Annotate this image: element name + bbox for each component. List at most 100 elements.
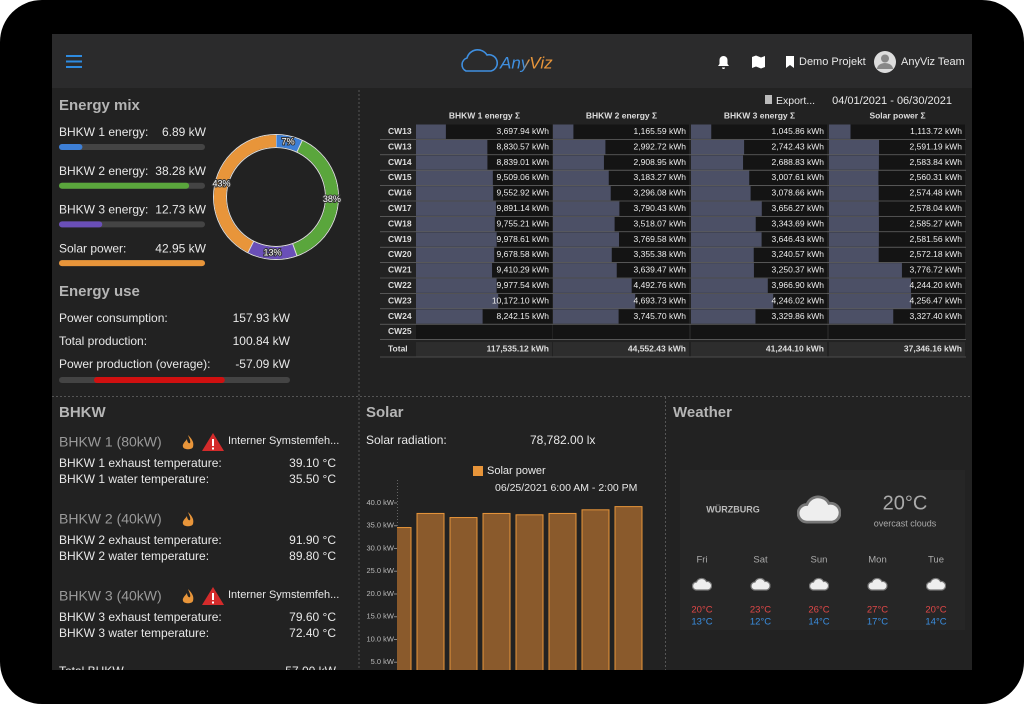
cell-value: 3,007.61 kWh (772, 172, 825, 182)
map-icon[interactable] (752, 55, 765, 69)
cell-value: 3,966.90 kWh (772, 280, 825, 290)
cell-value: 3,656.27 kWh (772, 203, 825, 213)
y-tick-label: 35.0 kW (366, 521, 394, 530)
cell-bar (691, 186, 751, 201)
logo-cloud (461, 49, 499, 72)
flame-icon (182, 435, 194, 450)
date-range[interactable]: 04/01/2021 - 06/30/2021 (832, 95, 952, 107)
panel-title: Solar (366, 404, 404, 421)
cell-bar (829, 170, 879, 186)
cell-value: 1,113.72 kWh (910, 126, 962, 136)
notifications-icon[interactable] (718, 56, 729, 69)
measure-label: BHKW 3 exhaust temperature: (59, 610, 222, 624)
forecast-day: Mon (868, 555, 886, 566)
cell-value: 3,518.07 kWh (634, 218, 687, 228)
cell (553, 324, 689, 340)
cell-bar (416, 186, 494, 201)
cell-value: 9,678.58 kWh (497, 249, 550, 259)
export-icon[interactable] (765, 95, 772, 104)
cell-bar (691, 124, 712, 139)
donut-label: 7% (282, 137, 295, 147)
cell-value: 8,839.01 kWh (497, 157, 550, 167)
column-header: BHKW 3 energy Σ (724, 110, 795, 120)
cell-value: 3,078.66 kWh (772, 188, 825, 198)
cell-value: 9,977.54 kWh (497, 280, 550, 290)
cell-value: 3,329.86 kWh (772, 311, 825, 321)
cell-bar (829, 216, 879, 232)
cell-value: 3,327.40 kWh (910, 311, 963, 321)
measure-value: 39.10 °C (289, 456, 336, 470)
forecast-low: 14°C (925, 617, 946, 628)
panel-dividers (52, 90, 972, 670)
cell-value: 2,578.04 kWh (910, 203, 963, 213)
forecast-day: Tue (928, 555, 944, 566)
cell-bar (691, 216, 756, 232)
row-label: CW14 (388, 157, 412, 167)
cell-bar (553, 263, 617, 278)
cell-value: 2,591.19 kWh (910, 141, 963, 151)
bar (397, 527, 412, 670)
cell-bar (829, 124, 851, 139)
forecast-day: Sun (811, 555, 828, 566)
cell-bar (829, 155, 879, 170)
cell-value: 2,688.83 kWh (772, 157, 825, 167)
export-button[interactable]: Export... (776, 95, 815, 107)
cell-bar (553, 216, 615, 232)
mix-bar (59, 221, 103, 228)
row-label: CW20 (388, 249, 412, 259)
cell-value: 2,908.95 kWh (634, 157, 687, 167)
forecast-high: 26°C (808, 605, 829, 616)
cell (829, 342, 965, 357)
cell-value: 3,343.69 kWh (772, 218, 825, 228)
use-value: -57.09 kW (235, 357, 290, 371)
menu-button[interactable] (66, 55, 82, 68)
cell-value: 3,697.94 kWh (497, 126, 550, 136)
measure-label: BHKW 1 exhaust temperature: (59, 456, 222, 470)
cell-value: 3,639.47 kWh (634, 265, 687, 275)
donut-label: 13% (264, 247, 282, 257)
radiation-value: 78,782.00 lx (530, 433, 595, 447)
project-name[interactable]: Demo Projekt (799, 56, 866, 68)
cell-value: 9,891.14 kWh (497, 203, 550, 213)
cell-value: 3,745.70 kWh (634, 311, 687, 321)
cell-value: 3,769.58 kWh (634, 234, 687, 244)
cell-bar (553, 232, 620, 247)
y-tick-label: 25.0 kW (366, 566, 394, 575)
flame-icon (182, 512, 194, 527)
city: WÜRZBURG (706, 504, 760, 514)
panel-title: Energy use (59, 283, 140, 300)
cell-value: 4,256.47 kWh (910, 295, 963, 305)
donut-label: 43% (213, 178, 231, 188)
avatar-head (881, 54, 889, 63)
measure-label: BHKW 2 exhaust temperature: (59, 533, 222, 547)
cell-bar (416, 216, 495, 232)
legend-label: Solar power (487, 465, 546, 477)
forecast-day: Fri (696, 555, 707, 566)
cell-bar (829, 309, 894, 324)
screen: AnyViz Demo Projekt AnyViz Team Energy m… (52, 34, 972, 670)
use-value: 100.84 kW (233, 334, 291, 348)
mix-label: BHKW 2 energy: (59, 164, 148, 178)
forecast-low: 12°C (750, 617, 771, 628)
mix-value: 6.89 kW (162, 125, 207, 139)
cell-value: 2,572.18 kWh (910, 249, 963, 259)
cell-value: 3,296.08 kWh (634, 188, 687, 198)
mix-value: 42.95 kW (155, 241, 206, 255)
cell-bar (829, 247, 879, 263)
cell (553, 124, 689, 139)
cell-bar (553, 201, 620, 216)
chart-subtitle: 06/25/2021 6:00 AM - 2:00 PM (495, 482, 637, 494)
mix-label: Solar power: (59, 241, 126, 255)
cell (829, 124, 965, 139)
panel-title: Weather (673, 404, 732, 421)
user-name[interactable]: AnyViz Team (901, 56, 965, 68)
cell-bar (691, 278, 768, 293)
cell-bar (416, 232, 497, 247)
cell-bar (553, 155, 604, 170)
cell-bar (829, 278, 911, 293)
cell-bar (553, 309, 619, 324)
cell-bar (553, 278, 632, 293)
project-icon[interactable] (786, 56, 794, 68)
cell-value: 2,583.84 kWh (910, 157, 963, 167)
warning-mark (212, 439, 214, 446)
